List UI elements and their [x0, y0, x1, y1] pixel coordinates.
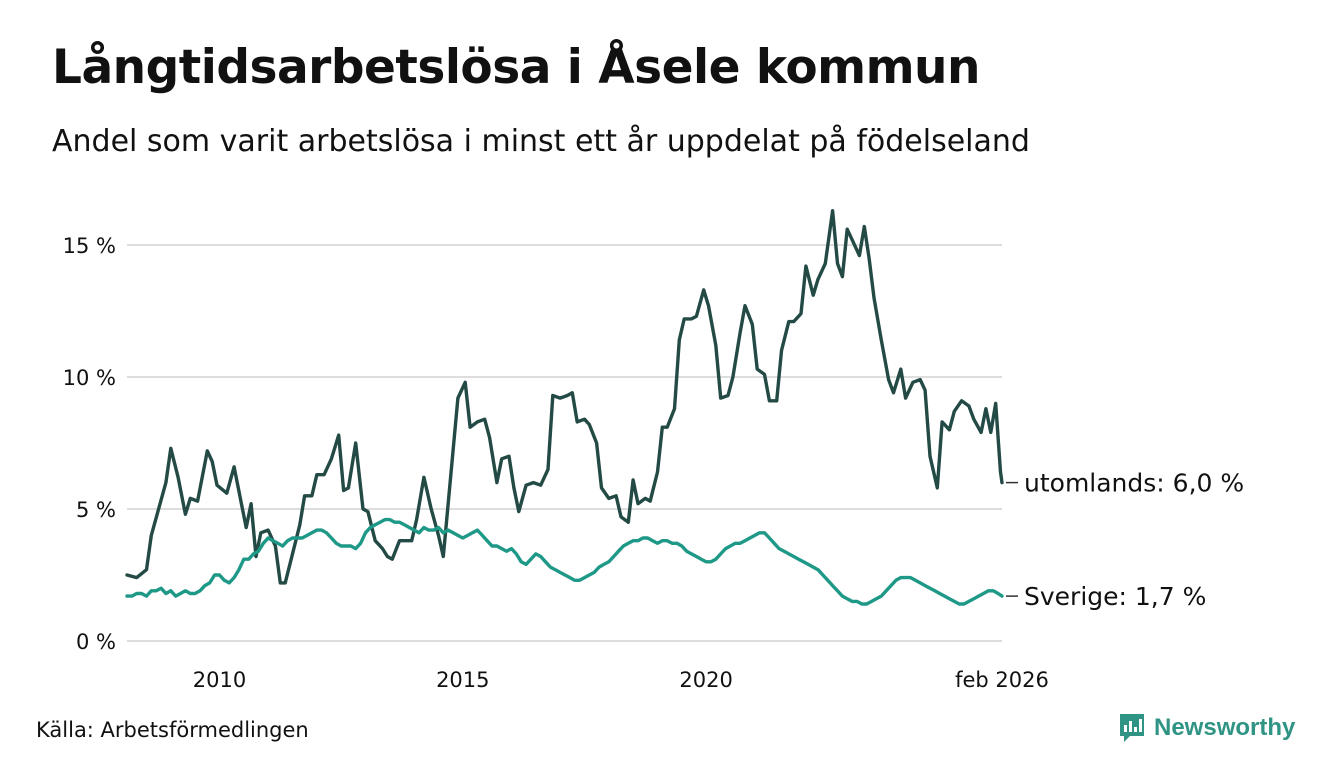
- x-tick-label-2010: 2010: [193, 668, 246, 692]
- brand-name: Newsworthy: [1154, 714, 1296, 741]
- y-tick-label-15: 15 %: [63, 234, 116, 258]
- chart-subtitle: Andel som varit arbetslösa i minst ett å…: [52, 124, 1030, 159]
- series-line-sverige: [125, 517, 1004, 606]
- y-tick-label-0: 0 %: [76, 630, 116, 654]
- brand-logo: Newsworthy: [1118, 712, 1295, 744]
- source-note: Källa: Arbetsförmedlingen: [36, 718, 309, 742]
- series-end-label-utomlands: utomlands: 6,0 %: [1024, 469, 1244, 498]
- y-tick-label-10: 10 %: [63, 366, 116, 390]
- chart-title: Långtidsarbetslösa i Åsele kommun: [52, 40, 980, 95]
- x-tick-label-2015: 2015: [436, 668, 489, 692]
- series-end-label-sverige: Sverige: 1,7 %: [1024, 582, 1206, 611]
- x-tick-label-feb-2026: feb 2026: [955, 668, 1049, 692]
- y-tick-label-5: 5 %: [76, 498, 116, 522]
- x-tick-label-2020: 2020: [679, 668, 732, 692]
- series-line-utomlands: [125, 209, 1004, 585]
- newsworthy-logo-icon: [1120, 714, 1144, 742]
